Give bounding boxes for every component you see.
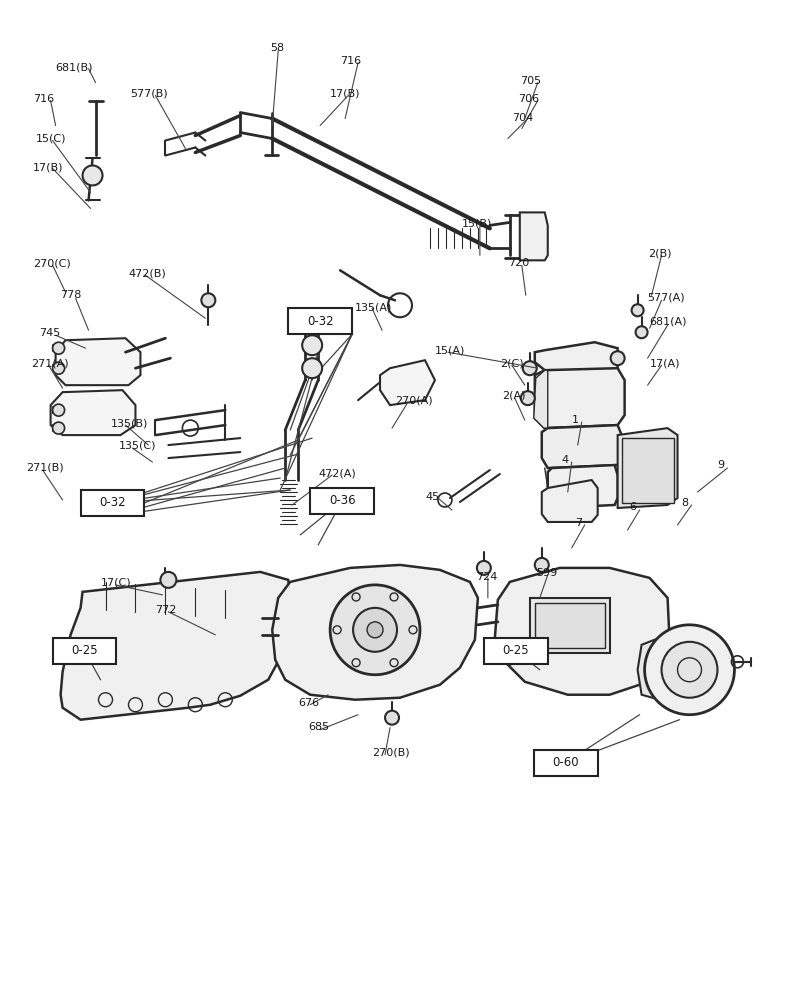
Circle shape [53,362,65,374]
Text: 745: 745 [39,328,60,338]
Circle shape [53,404,65,416]
Text: 15(B): 15(B) [461,218,491,228]
Circle shape [610,351,624,365]
Circle shape [53,342,65,354]
Polygon shape [541,425,621,468]
Text: 9: 9 [717,460,723,470]
Circle shape [635,326,647,338]
Text: 706: 706 [517,94,539,104]
Text: 0-32: 0-32 [99,496,126,509]
Circle shape [534,558,548,572]
Text: 17(C): 17(C) [101,578,131,588]
Text: 271(A): 271(A) [31,358,68,368]
Text: 135(A): 135(A) [354,302,392,312]
Polygon shape [272,565,478,700]
Text: 271(B): 271(B) [26,462,63,472]
Text: 135(B): 135(B) [110,418,148,428]
Polygon shape [519,212,547,260]
Text: 0-25: 0-25 [502,644,529,657]
Bar [310,488,374,514]
Polygon shape [534,342,617,372]
Text: 15(C): 15(C) [36,134,66,144]
Circle shape [522,361,536,375]
Text: 45: 45 [424,492,439,502]
Bar [288,308,352,334]
Polygon shape [533,370,547,428]
Bar [529,598,609,653]
Bar [621,438,672,503]
Circle shape [631,304,643,316]
Circle shape [644,625,733,715]
Text: 15(A): 15(A) [435,345,465,355]
Polygon shape [494,568,669,695]
Text: 270(C): 270(C) [32,258,71,268]
Text: 704: 704 [511,113,532,123]
Text: 772: 772 [155,605,177,615]
Polygon shape [380,360,435,405]
Text: 17(B): 17(B) [330,89,360,99]
Polygon shape [50,390,135,435]
Text: 577(A): 577(A) [647,292,684,302]
Text: 681(A): 681(A) [649,316,686,326]
Circle shape [353,608,397,652]
Text: 778: 778 [61,290,82,300]
Circle shape [83,165,102,185]
Bar [483,638,547,664]
Circle shape [302,358,322,378]
Text: 685: 685 [308,722,329,732]
Text: 58: 58 [270,43,284,53]
Text: 7: 7 [574,518,581,528]
Bar [534,603,604,648]
Text: 681(B): 681(B) [55,63,93,73]
Text: 472(B): 472(B) [128,268,166,278]
Text: 0-25: 0-25 [71,644,98,657]
Polygon shape [547,465,617,508]
Text: 270(B): 270(B) [371,748,410,758]
Circle shape [476,561,491,575]
Text: 4: 4 [561,455,569,465]
Circle shape [53,422,65,434]
Polygon shape [61,572,290,720]
Polygon shape [534,368,624,428]
Text: 17(B): 17(B) [32,162,63,172]
Circle shape [161,572,176,588]
Text: 2(B): 2(B) [648,248,672,258]
Polygon shape [541,480,597,522]
Polygon shape [55,338,140,385]
Bar [80,490,144,516]
Text: 0-36: 0-36 [328,494,355,507]
Text: 577(B): 577(B) [131,89,168,99]
Text: 724: 724 [475,572,496,582]
Text: 472(A): 472(A) [318,468,355,478]
Text: 270(A): 270(A) [394,395,432,405]
Text: 716: 716 [32,94,54,104]
Circle shape [384,711,398,725]
Text: 676: 676 [298,698,319,708]
Text: 2(C): 2(C) [500,358,523,368]
Text: 720: 720 [507,258,529,268]
Text: 6: 6 [629,502,636,512]
Polygon shape [617,428,676,508]
Circle shape [302,335,322,355]
Text: 1: 1 [571,415,578,425]
Text: 2(A): 2(A) [501,390,525,400]
Bar [533,750,597,776]
Text: 716: 716 [340,56,361,66]
Bar [53,638,116,664]
Circle shape [520,391,534,405]
Text: 17(A): 17(A) [649,358,680,368]
Text: 0-32: 0-32 [307,315,333,328]
Circle shape [330,585,419,675]
Polygon shape [637,638,659,700]
Text: 705: 705 [519,76,540,86]
Text: 135(C): 135(C) [118,440,156,450]
Text: 599: 599 [535,568,556,578]
Circle shape [201,293,215,307]
Text: 8: 8 [680,498,688,508]
Circle shape [661,642,717,698]
Text: 0-60: 0-60 [551,756,578,769]
Circle shape [367,622,383,638]
